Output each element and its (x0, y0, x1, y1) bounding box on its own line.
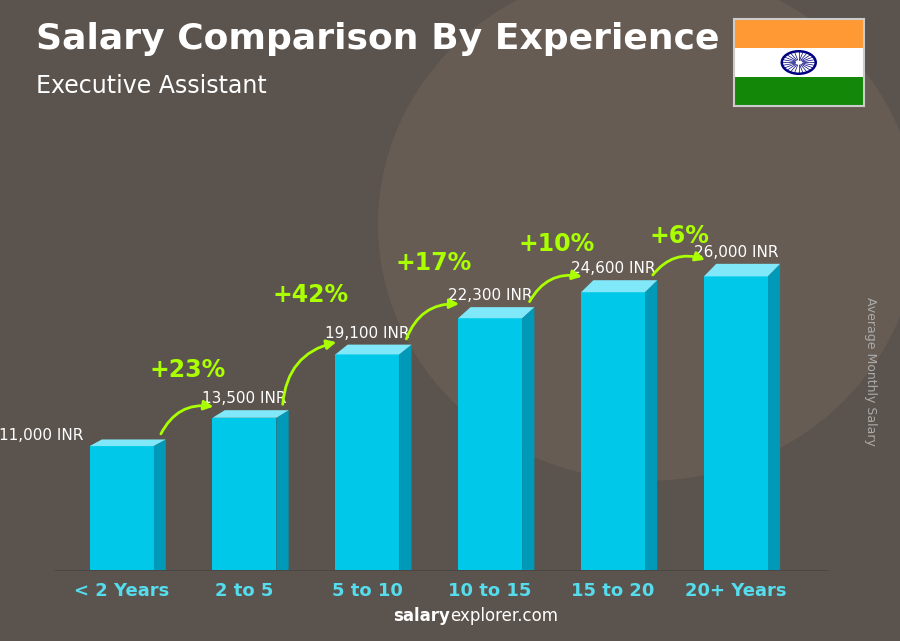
Bar (458, 318, 522, 570)
Text: salary: salary (393, 607, 450, 625)
Text: 13,500 INR: 13,500 INR (202, 391, 287, 406)
Bar (734, 19, 864, 48)
Bar (581, 292, 645, 570)
Bar (212, 418, 276, 570)
Bar (734, 48, 864, 77)
Text: +17%: +17% (395, 251, 472, 275)
Polygon shape (581, 280, 657, 292)
Bar (734, 77, 864, 106)
Text: 22,300 INR: 22,300 INR (448, 288, 533, 303)
Text: Executive Assistant: Executive Assistant (36, 74, 266, 97)
Text: +23%: +23% (149, 358, 226, 381)
Text: 26,000 INR: 26,000 INR (694, 245, 778, 260)
Polygon shape (90, 440, 166, 446)
Text: Average Monthly Salary: Average Monthly Salary (865, 297, 878, 446)
Polygon shape (768, 264, 780, 570)
Polygon shape (704, 264, 780, 276)
Text: +6%: +6% (650, 224, 709, 248)
Text: +10%: +10% (518, 232, 595, 256)
Text: Salary Comparison By Experience: Salary Comparison By Experience (36, 22, 719, 56)
Polygon shape (212, 410, 289, 418)
Polygon shape (154, 440, 166, 570)
Text: +42%: +42% (273, 283, 349, 307)
Text: 19,100 INR: 19,100 INR (325, 326, 410, 341)
Text: 24,600 INR: 24,600 INR (571, 262, 655, 276)
Polygon shape (645, 280, 657, 570)
Polygon shape (522, 307, 535, 570)
Polygon shape (336, 345, 411, 354)
Text: 11,000 INR: 11,000 INR (0, 428, 84, 444)
Polygon shape (400, 345, 411, 570)
Bar (704, 276, 768, 570)
Polygon shape (276, 410, 289, 570)
Text: explorer.com: explorer.com (450, 607, 558, 625)
Ellipse shape (378, 0, 900, 481)
Bar (90, 446, 154, 570)
Bar (336, 354, 400, 570)
Polygon shape (458, 307, 535, 318)
